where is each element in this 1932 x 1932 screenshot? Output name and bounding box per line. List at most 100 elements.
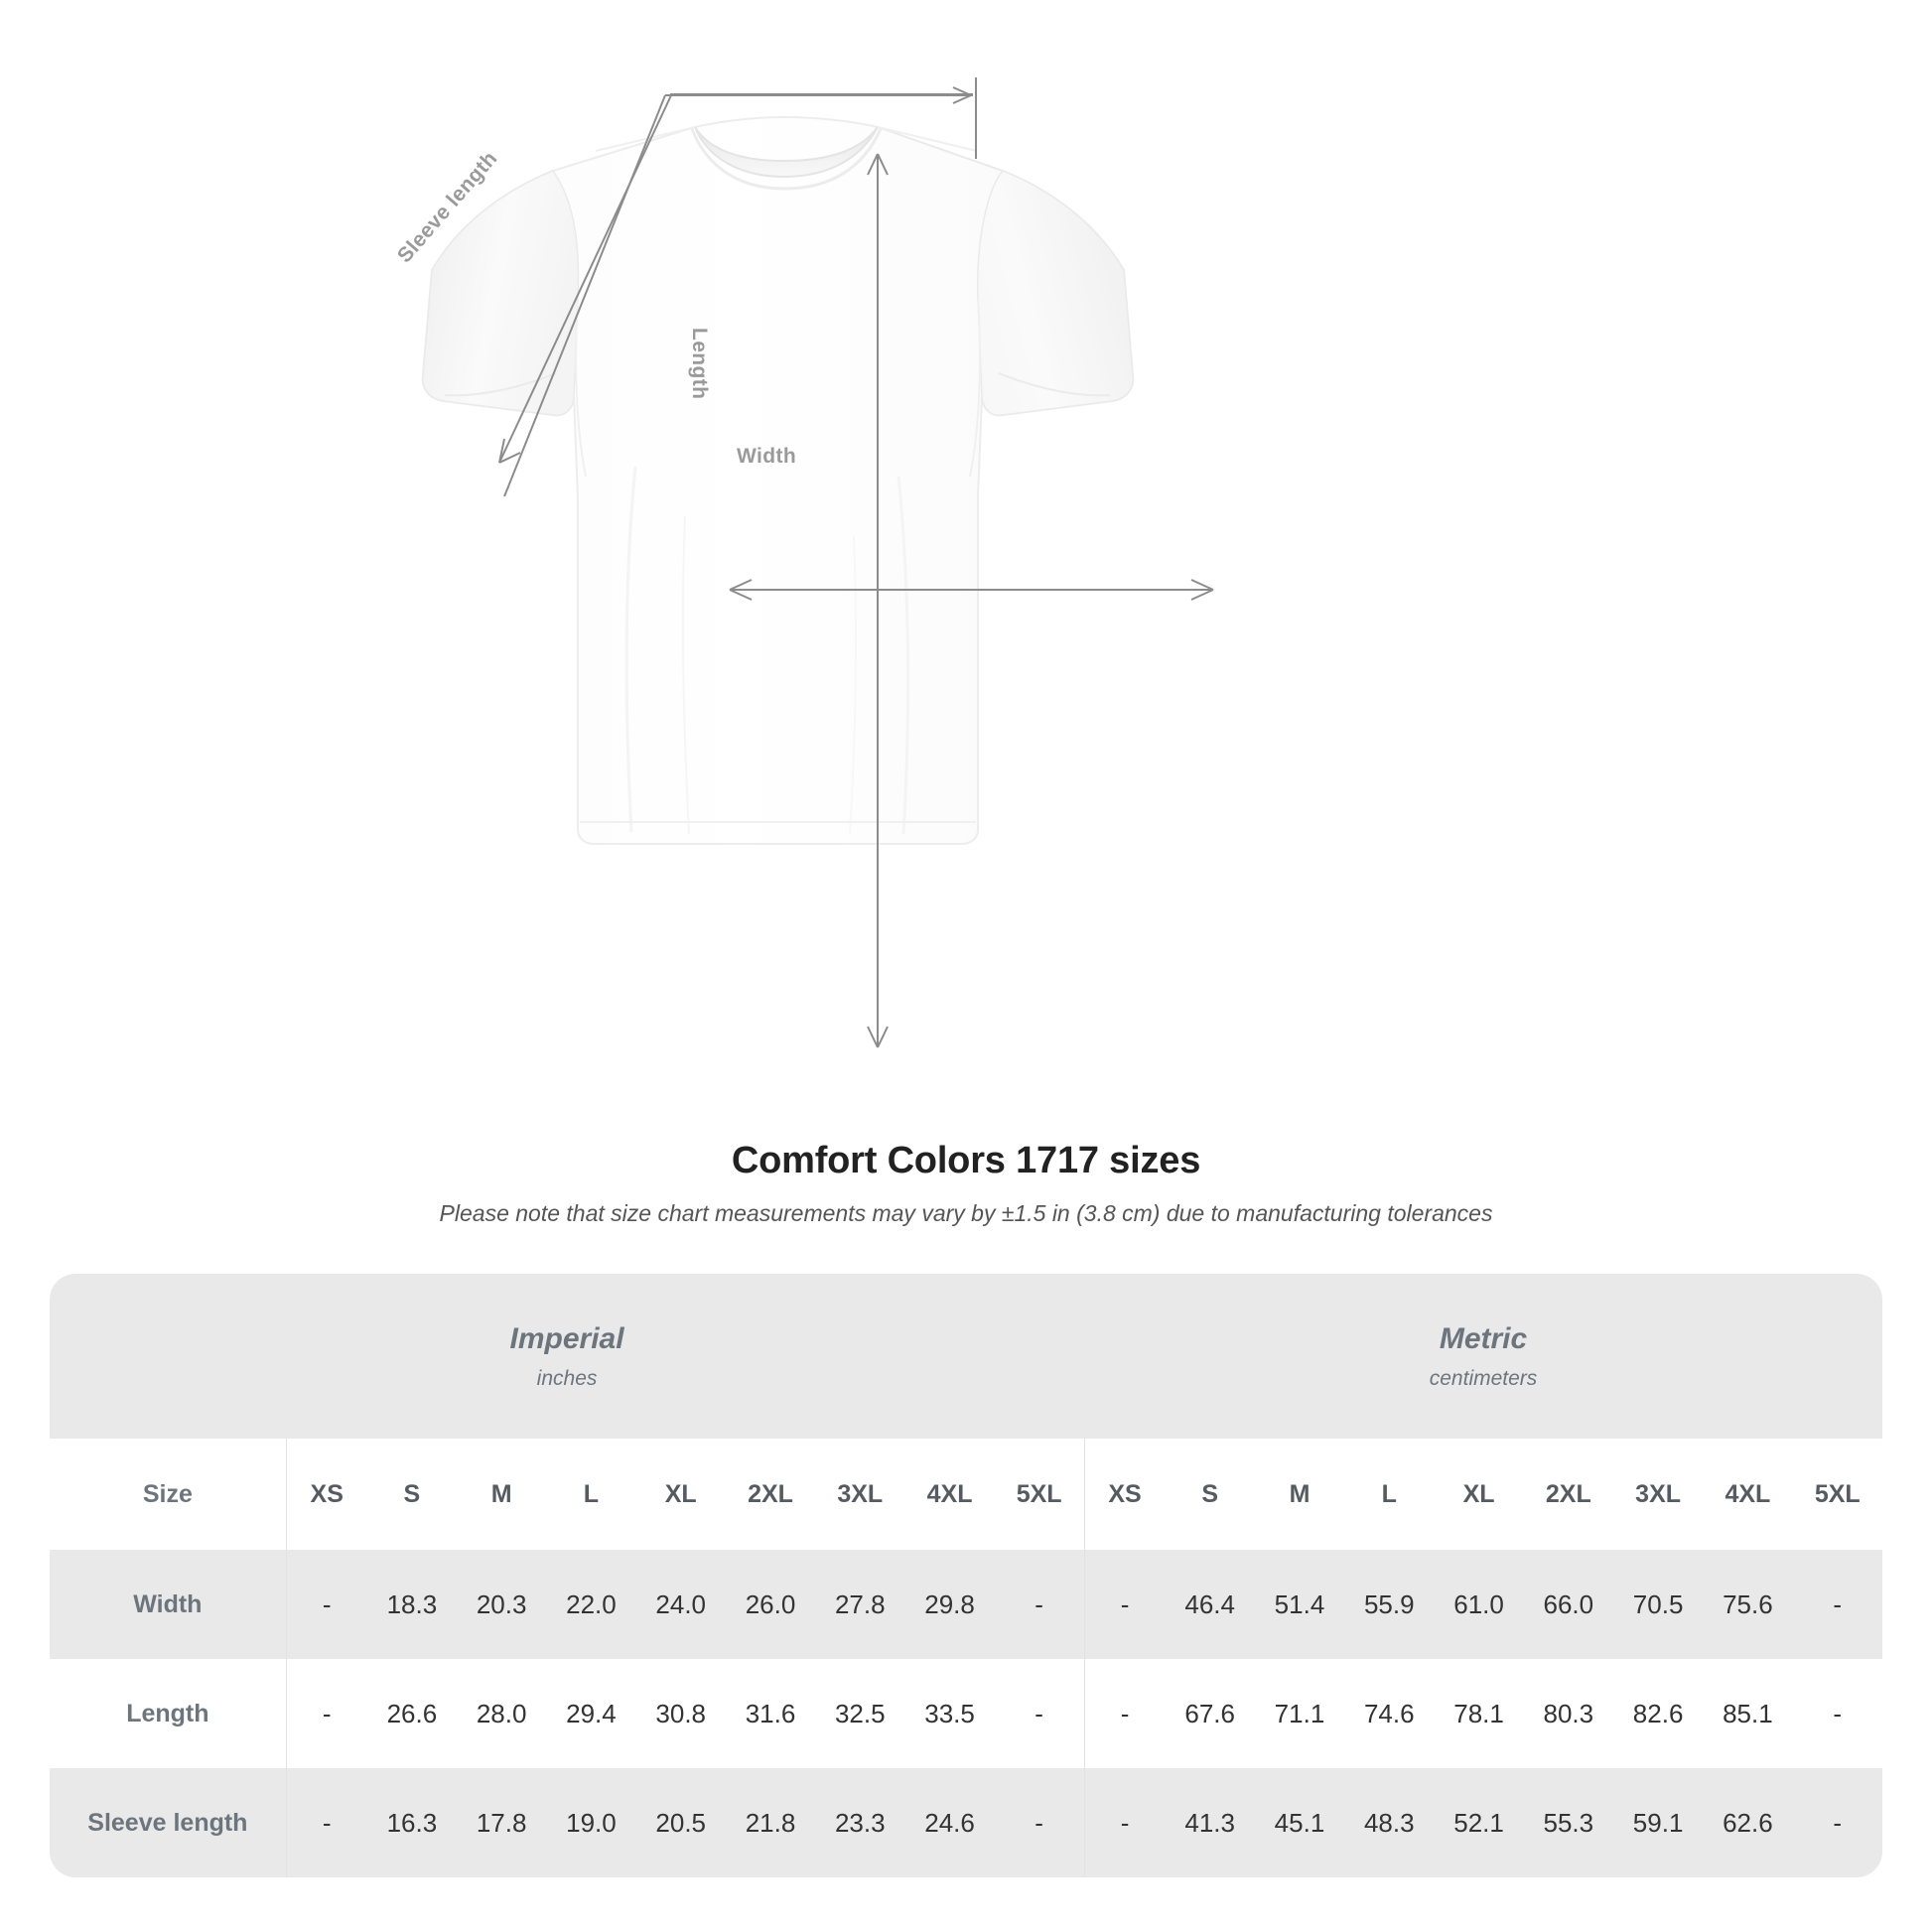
table-row: Length - 26.6 28.0 29.4 30.8 31.6 32.5 3… xyxy=(50,1659,1882,1768)
cell-sleeve-imperial-3xl: 23.3 xyxy=(815,1768,905,1877)
cell-width-imperial-s: 18.3 xyxy=(366,1550,458,1659)
cell-sleeve-imperial-xs: - xyxy=(286,1768,367,1877)
cell-width-metric-s: 46.4 xyxy=(1165,1550,1255,1659)
header-imperial-4xl: 4XL xyxy=(904,1439,995,1550)
cell-sleeve-imperial-4xl: 24.6 xyxy=(904,1768,995,1877)
header-imperial-2xl: 2XL xyxy=(725,1439,816,1550)
cell-length-metric-s: 67.6 xyxy=(1165,1659,1255,1768)
cell-width-imperial-2xl: 26.0 xyxy=(725,1550,816,1659)
measurement-annotations xyxy=(498,77,1214,1048)
cell-length-imperial-l: 29.4 xyxy=(546,1659,636,1768)
header-size-label: Size xyxy=(50,1439,287,1550)
header-imperial-5xl: 5XL xyxy=(994,1439,1085,1550)
page-subtitle: Please note that size chart measurements… xyxy=(439,1200,1493,1226)
cell-width-metric-2xl: 66.0 xyxy=(1523,1550,1613,1659)
cell-width-imperial-m: 20.3 xyxy=(457,1550,547,1659)
cell-sleeve-metric-s: 41.3 xyxy=(1165,1768,1255,1877)
cell-width-imperial-5xl: - xyxy=(994,1550,1085,1659)
metric-unit-name: Metric xyxy=(1439,1321,1528,1355)
cell-sleeve-imperial-l: 19.0 xyxy=(546,1768,636,1877)
metric-unit-sub: centimeters xyxy=(1429,1366,1538,1390)
header-imperial-xl: XL xyxy=(635,1439,726,1550)
row-label-width: Width xyxy=(50,1550,287,1659)
title-block: Comfort Colors 1717 sizes Please note th… xyxy=(0,1140,1932,1227)
cell-width-imperial-4xl: 29.8 xyxy=(904,1550,995,1659)
size-table-wrapper: Imperial inches Metric centimeters Size … xyxy=(50,1274,1882,1877)
header-metric-4xl: 4XL xyxy=(1703,1439,1793,1550)
cell-width-imperial-l: 22.0 xyxy=(546,1550,636,1659)
cell-length-imperial-5xl: - xyxy=(994,1659,1085,1768)
header-metric-5xl: 5XL xyxy=(1792,1439,1882,1550)
cell-sleeve-metric-m: 45.1 xyxy=(1254,1768,1345,1877)
unit-banner-row: Imperial inches Metric centimeters xyxy=(50,1274,1882,1439)
cell-width-imperial-xl: 24.0 xyxy=(635,1550,726,1659)
row-label-sleeve-length: Sleeve length xyxy=(50,1768,287,1877)
sleeve-length-line xyxy=(498,94,971,464)
cell-length-imperial-3xl: 32.5 xyxy=(815,1659,905,1768)
cell-width-metric-m: 51.4 xyxy=(1254,1550,1345,1659)
cell-sleeve-metric-xs: - xyxy=(1083,1768,1166,1877)
cell-sleeve-metric-4xl: 62.6 xyxy=(1703,1768,1793,1877)
length-arrow-head-bottom xyxy=(867,1026,889,1048)
page-title: Comfort Colors 1717 sizes xyxy=(731,1140,1201,1181)
header-metric-m: M xyxy=(1254,1439,1345,1550)
header-imperial-l: L xyxy=(546,1439,636,1550)
cell-sleeve-imperial-5xl: - xyxy=(994,1768,1085,1877)
cell-width-imperial-3xl: 27.8 xyxy=(815,1550,905,1659)
header-imperial-m: M xyxy=(457,1439,547,1550)
cell-sleeve-metric-l: 48.3 xyxy=(1344,1768,1435,1877)
cell-length-metric-m: 71.1 xyxy=(1254,1659,1345,1768)
row-label-length: Length xyxy=(50,1659,287,1768)
metric-unit-cell: Metric centimeters xyxy=(1084,1274,1882,1439)
tshirt-illustration: Sleeve length Length Width xyxy=(392,77,1214,1048)
header-metric-xl: XL xyxy=(1434,1439,1524,1550)
width-arrow-head-left xyxy=(729,579,753,601)
cell-width-metric-5xl: - xyxy=(1792,1550,1882,1659)
cell-length-imperial-xs: - xyxy=(286,1659,367,1768)
cell-width-imperial-xs: - xyxy=(286,1550,367,1659)
cell-length-metric-xs: - xyxy=(1083,1659,1166,1768)
cell-sleeve-imperial-2xl: 21.8 xyxy=(725,1768,816,1877)
cell-sleeve-metric-5xl: - xyxy=(1792,1768,1882,1877)
table-row: Sleeve length - 16.3 17.8 19.0 20.5 21.8… xyxy=(50,1768,1882,1877)
cell-width-metric-xs: - xyxy=(1083,1550,1166,1659)
cell-length-imperial-2xl: 31.6 xyxy=(725,1659,816,1768)
cell-length-imperial-4xl: 33.5 xyxy=(904,1659,995,1768)
cell-sleeve-metric-2xl: 55.3 xyxy=(1523,1768,1613,1877)
header-metric-3xl: 3XL xyxy=(1612,1439,1704,1550)
header-metric-2xl: 2XL xyxy=(1523,1439,1613,1550)
cell-width-metric-3xl: 70.5 xyxy=(1612,1550,1704,1659)
header-metric-s: S xyxy=(1165,1439,1255,1550)
cell-length-imperial-m: 28.0 xyxy=(457,1659,547,1768)
cell-sleeve-imperial-m: 17.8 xyxy=(457,1768,547,1877)
width-annotation-label: Width xyxy=(737,445,797,468)
imperial-unit-sub: inches xyxy=(536,1366,598,1390)
cell-width-metric-4xl: 75.6 xyxy=(1703,1550,1793,1659)
header-imperial-s: S xyxy=(366,1439,458,1550)
cell-sleeve-imperial-s: 16.3 xyxy=(366,1768,458,1877)
header-imperial-xs: XS xyxy=(286,1439,367,1550)
sleeve-arrow-head-bottom xyxy=(498,438,521,464)
sleeve-arrow-head-top xyxy=(952,86,972,104)
cell-length-metric-3xl: 82.6 xyxy=(1612,1659,1704,1768)
cell-length-metric-5xl: - xyxy=(1792,1659,1882,1768)
header-imperial-3xl: 3XL xyxy=(815,1439,905,1550)
size-header-row: Size XS S M L XL 2XL 3XL 4XL 5XL XS S M … xyxy=(50,1439,1882,1550)
cell-length-metric-2xl: 80.3 xyxy=(1523,1659,1613,1768)
imperial-unit-name: Imperial xyxy=(509,1321,624,1355)
size-table: Imperial inches Metric centimeters Size … xyxy=(50,1274,1882,1877)
length-arrow-head-top xyxy=(867,153,889,176)
width-arrow-head-right xyxy=(1190,579,1214,601)
cell-length-metric-xl: 78.1 xyxy=(1434,1659,1524,1768)
imperial-unit-cell: Imperial inches xyxy=(50,1274,1085,1439)
cell-length-imperial-s: 26.6 xyxy=(366,1659,458,1768)
cell-length-metric-4xl: 85.1 xyxy=(1703,1659,1793,1768)
table-row: Width - 18.3 20.3 22.0 24.0 26.0 27.8 29… xyxy=(50,1550,1882,1659)
tshirt-graphic xyxy=(421,115,1135,845)
cell-sleeve-metric-3xl: 59.1 xyxy=(1612,1768,1704,1877)
cell-length-metric-l: 74.6 xyxy=(1344,1659,1435,1768)
header-metric-l: L xyxy=(1344,1439,1435,1550)
cell-sleeve-metric-xl: 52.1 xyxy=(1434,1768,1524,1877)
length-annotation-label: Length xyxy=(688,328,711,400)
